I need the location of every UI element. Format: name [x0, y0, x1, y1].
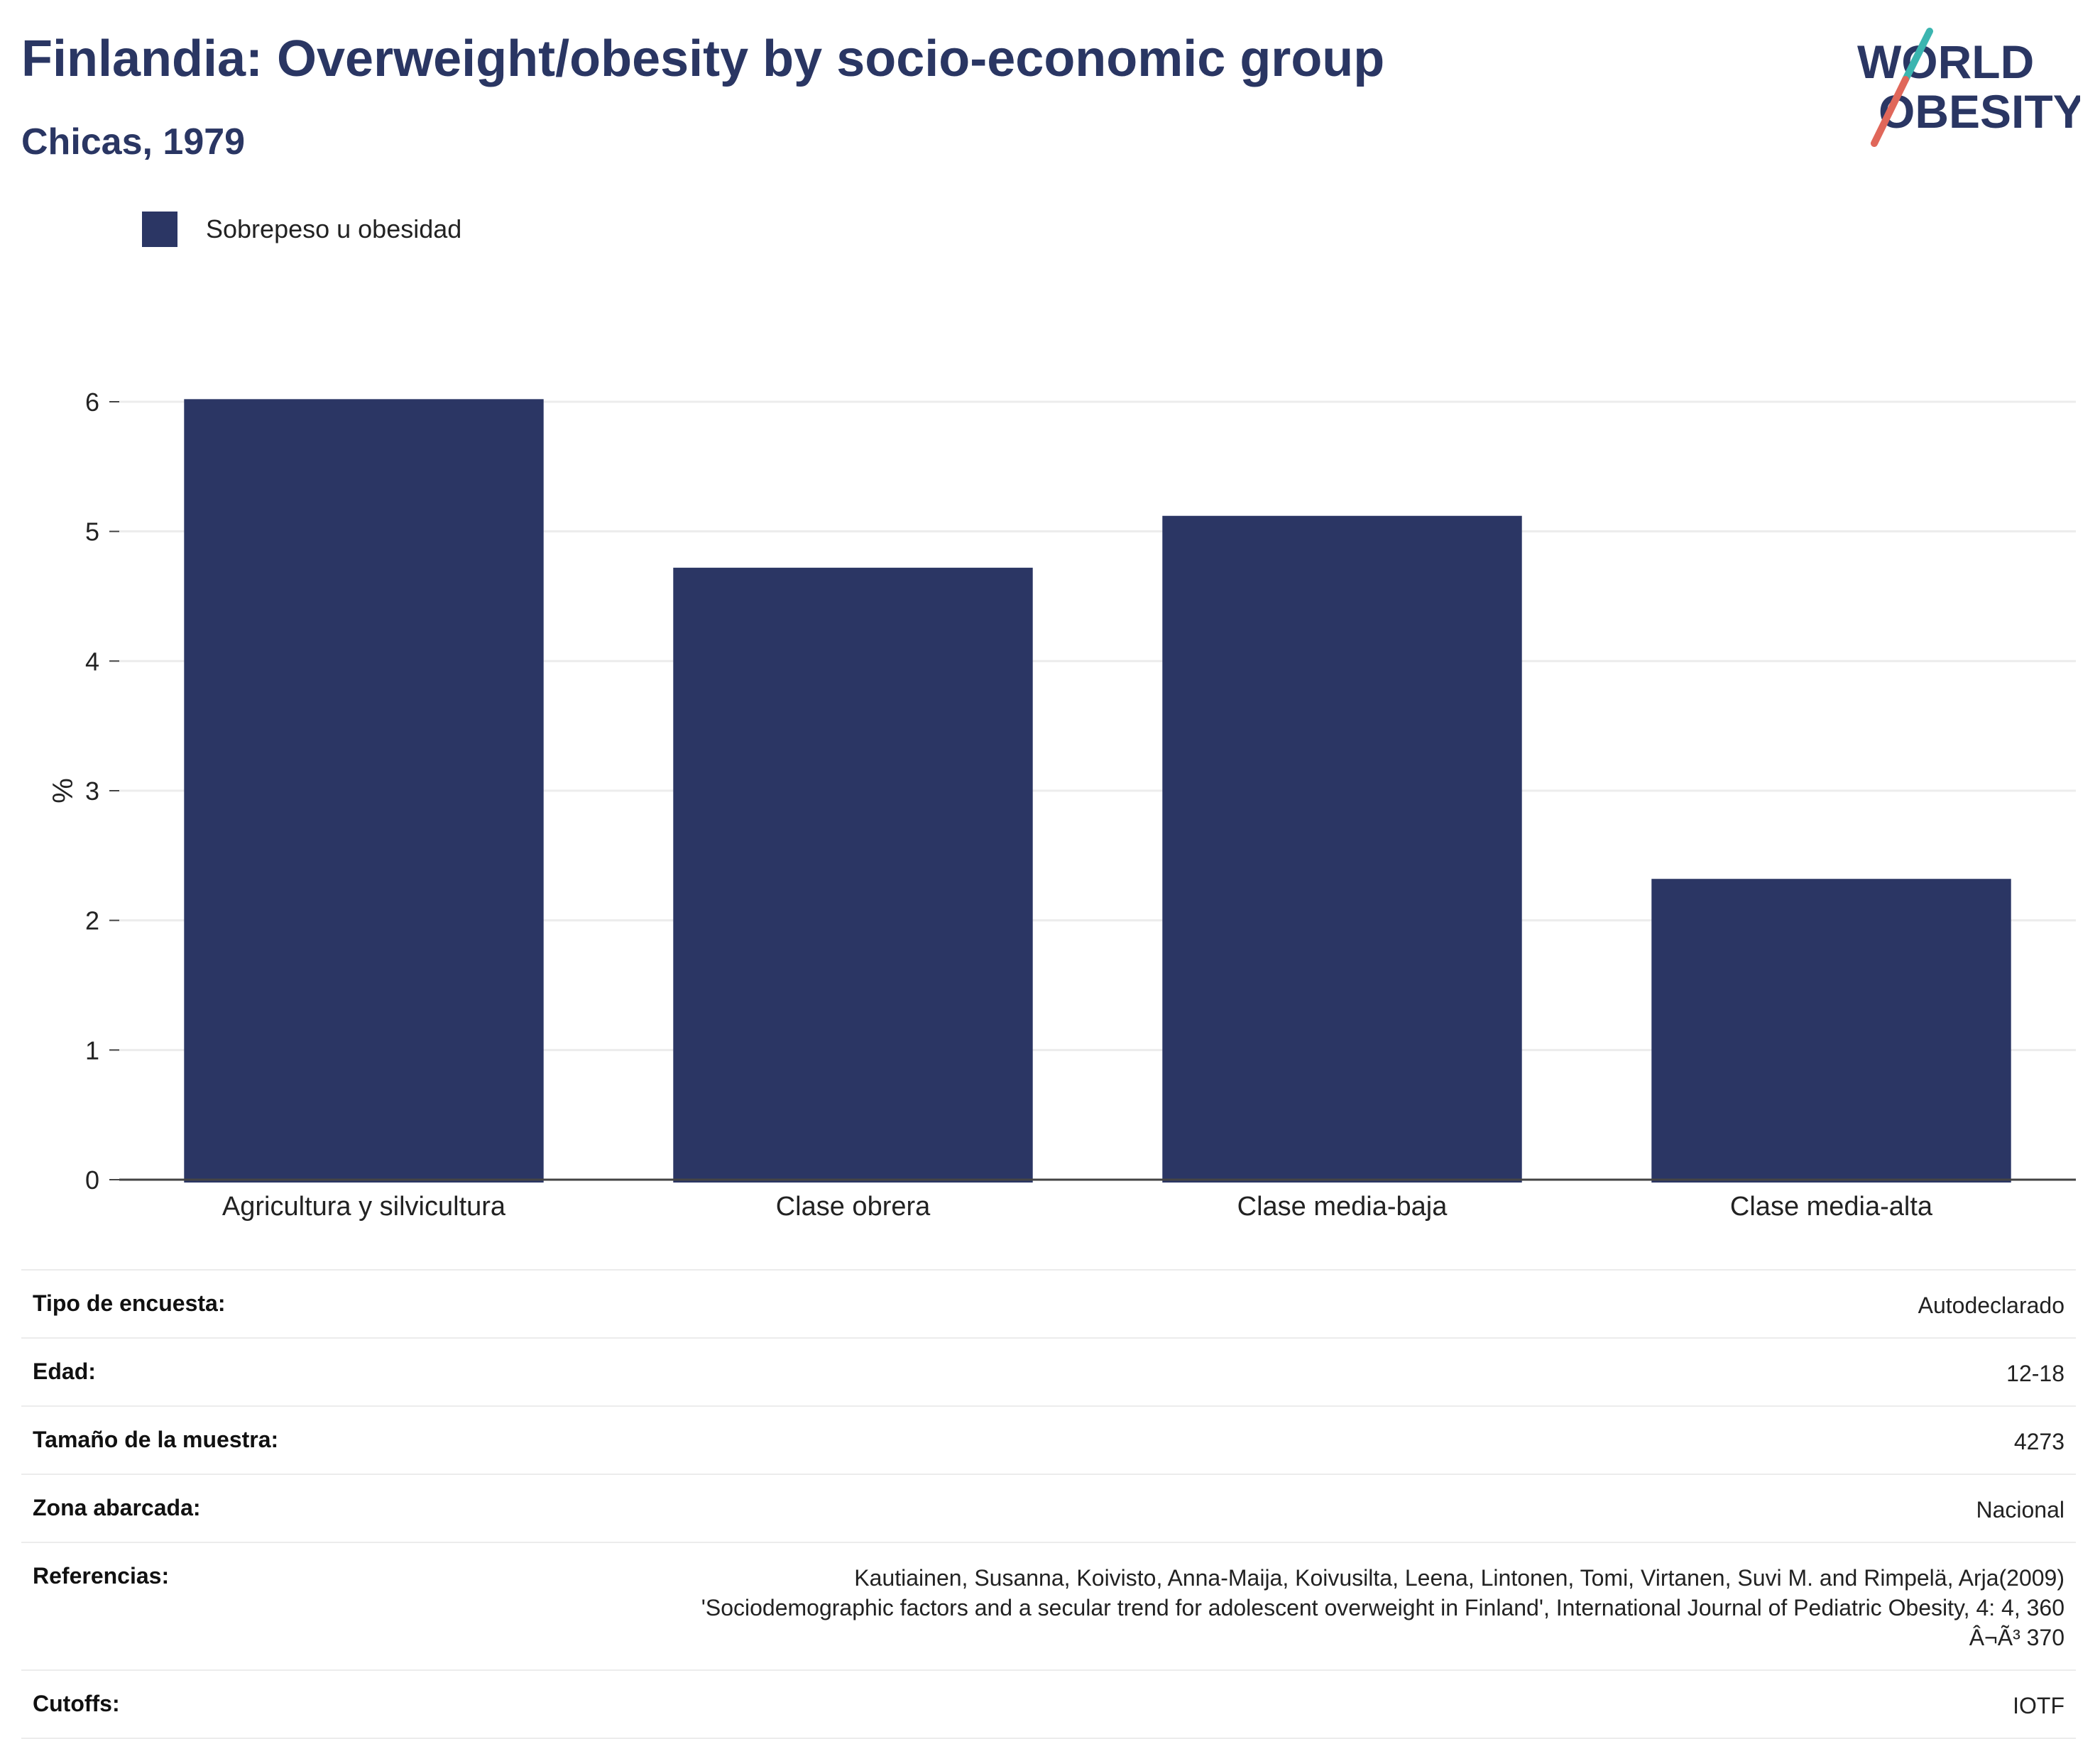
y-tick-label: 0 [85, 1165, 99, 1195]
reference-line: 'Sociodemographic factors and a secular … [701, 1595, 2065, 1620]
meta-key: Zona abarcada: [33, 1495, 201, 1520]
chart-subtitle: Chicas, 1979 [21, 121, 246, 163]
meta-key: Referencias: [33, 1563, 170, 1589]
world-obesity-logo: WORLD OBESITY [1857, 28, 2080, 147]
meta-value: 12-18 [2006, 1361, 2065, 1386]
logo-text-obesity: OBESITY [1878, 85, 2080, 138]
meta-value: Kautiainen, Susanna, Koivisto, Anna-Maij… [701, 1563, 2065, 1652]
meta-row-sample-size: Tamaño de la muestra: 4273 [21, 1405, 2076, 1474]
meta-value: Nacional [1976, 1497, 2065, 1523]
x-tick-label: Clase media-baja [1237, 1192, 1448, 1222]
y-axis-title: % [46, 778, 77, 803]
y-tick-label: 6 [85, 388, 99, 417]
metadata-table: Tipo de encuesta: Autodeclarado Edad: 12… [21, 1269, 2076, 1739]
meta-value: Autodeclarado [1918, 1293, 2065, 1318]
bar-chart: 0 1 2 3 4 5 6% Agricultura y silvicultura Clase … [46, 388, 2076, 1222]
logo-text-world: WORLD [1857, 35, 2034, 88]
meta-key: Edad: [33, 1359, 96, 1384]
logo-slash-teal [1902, 28, 1933, 83]
x-tick-label: Clase media-alta [1730, 1192, 1933, 1222]
reference-line: Â¬Ã³ 370 [1969, 1625, 2065, 1650]
legend-label: Sobrepeso u obesidad [206, 214, 462, 243]
meta-key: Tamaño de la muestra: [33, 1427, 279, 1452]
meta-value: 4273 [2013, 1429, 2065, 1454]
bar [1651, 879, 2011, 1183]
legend-swatch [142, 212, 177, 247]
chart-legend: Sobrepeso u obesidad [142, 210, 461, 248]
bar [184, 399, 544, 1183]
chart-title: Finlandia: Overweight/obesity by socio-e… [21, 31, 1385, 87]
meta-key: Cutoffs: [33, 1691, 120, 1716]
meta-key: Tipo de encuesta: [33, 1290, 226, 1316]
logo-slash-coral [1871, 76, 1909, 147]
y-tick-label: 5 [85, 517, 99, 547]
bar [673, 567, 1033, 1183]
y-tick-label: 3 [85, 777, 99, 806]
x-tick-label: Agricultura y silvicultura [222, 1192, 506, 1222]
meta-row-area: Zona abarcada: Nacional [21, 1474, 2076, 1542]
y-tick-label: 1 [85, 1036, 99, 1065]
meta-row-cutoffs: Cutoffs: IOTF [21, 1669, 2076, 1739]
y-tick-label: 4 [85, 647, 99, 676]
reference-line: Kautiainen, Susanna, Koivisto, Anna-Maij… [854, 1565, 2065, 1591]
meta-value: IOTF [2013, 1693, 2065, 1718]
meta-row-age: Edad: 12-18 [21, 1337, 2076, 1405]
bar [1162, 515, 1522, 1183]
x-tick-label: Clase obrera [776, 1192, 931, 1222]
y-tick-label: 2 [85, 906, 99, 936]
meta-row-survey-type: Tipo de encuesta: Autodeclarado [21, 1269, 2076, 1337]
meta-row-references: Referencias: Kautiainen, Susanna, Koivis… [21, 1542, 2076, 1669]
